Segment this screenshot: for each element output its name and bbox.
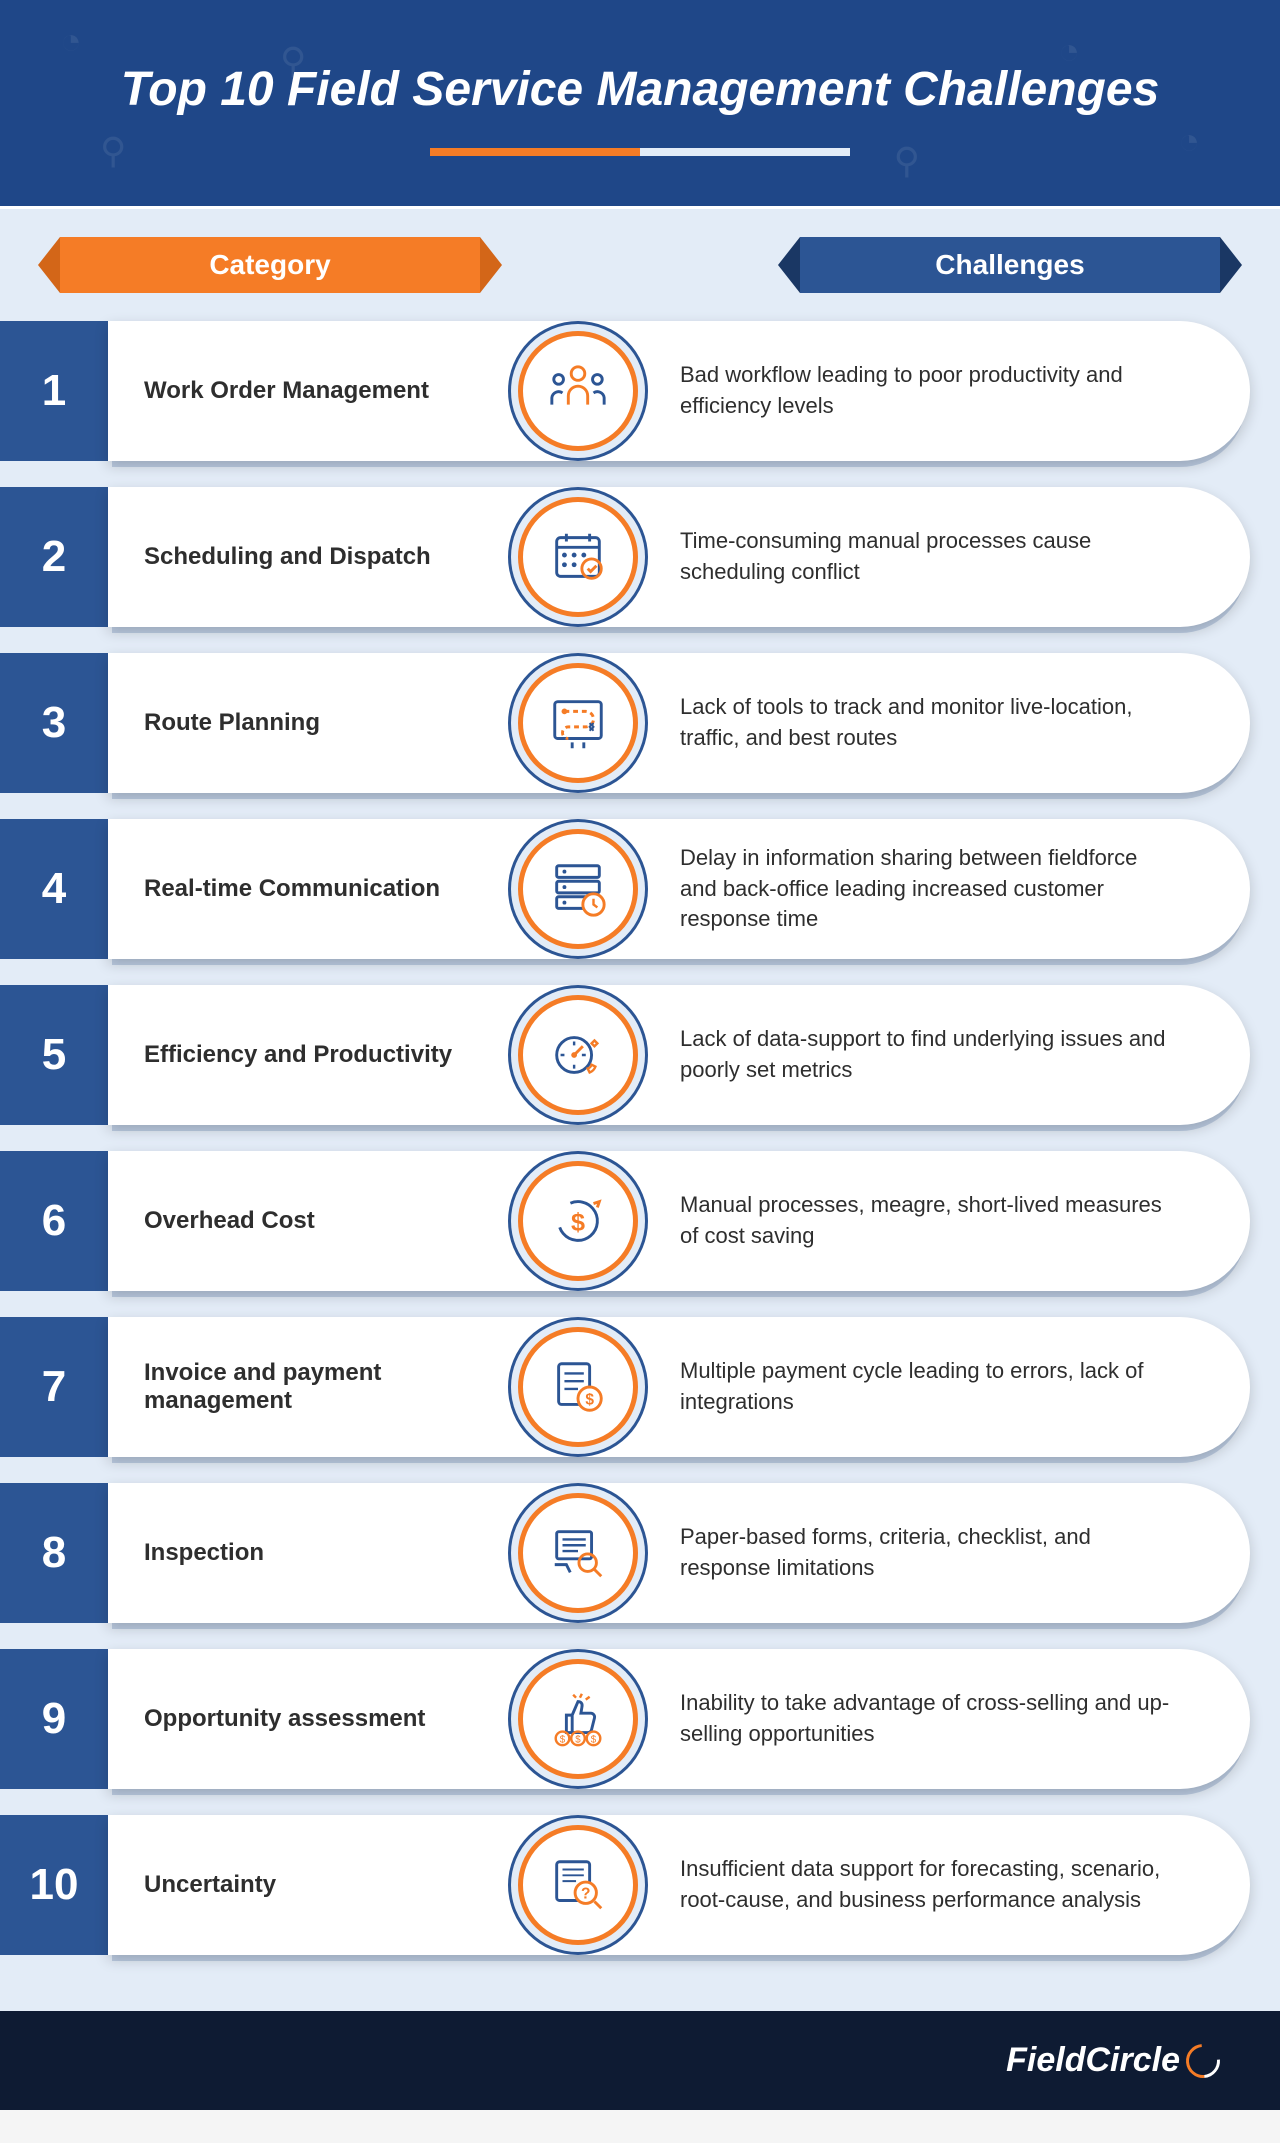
challenge-row: 2 Scheduling and Dispatch Time-consuming… — [0, 487, 1250, 627]
category-text: Scheduling and Dispatch — [108, 543, 518, 571]
footer: FieldCircle — [0, 2011, 1280, 2110]
search-list-icon — [518, 1493, 638, 1613]
challenge-text: Multiple payment cycle leading to errors… — [638, 1356, 1250, 1418]
category-text: Invoice and payment management — [108, 1359, 518, 1415]
challenge-text: Paper-based forms, criteria, checklist, … — [638, 1522, 1250, 1584]
challenge-text: Inability to take advantage of cross-sel… — [638, 1688, 1250, 1750]
row-number: 7 — [0, 1317, 108, 1457]
row-number: 4 — [0, 819, 108, 959]
logo-swirl-icon — [1186, 2044, 1220, 2078]
category-header-ribbon: Category — [60, 237, 480, 293]
server-clock-icon — [518, 829, 638, 949]
category-text: Route Planning — [108, 709, 518, 737]
challenge-row: 9 Opportunity assessment Inability to ta… — [0, 1649, 1250, 1789]
challenges-header-ribbon: Challenges — [800, 237, 1220, 293]
row-pill: Efficiency and Productivity Lack of data… — [108, 985, 1250, 1125]
category-text: Work Order Management — [108, 377, 518, 405]
row-pill: Inspection Paper-based forms, criteria, … — [108, 1483, 1250, 1623]
category-text: Overhead Cost — [108, 1207, 518, 1235]
challenge-text: Insufficient data support for forecastin… — [638, 1854, 1250, 1916]
challenge-row: 1 Work Order Management Bad workflow lea… — [0, 321, 1250, 461]
brand-logo: FieldCircle — [1006, 2041, 1220, 2080]
row-number: 10 — [0, 1815, 108, 1955]
brand-name: FieldCircle — [1006, 2041, 1180, 2080]
challenge-row: 5 Efficiency and Productivity Lack of da… — [0, 985, 1250, 1125]
category-text: Efficiency and Productivity — [108, 1041, 518, 1069]
infographic-container: ◔ ⚲ ⚲ ◔ ⚲ ◔ ⚲ ⚲ Top 10 Field Service Man… — [0, 0, 1280, 2110]
row-pill: Invoice and payment management Multiple … — [108, 1317, 1250, 1457]
challenge-text: Lack of tools to track and monitor live-… — [638, 692, 1250, 754]
calendar-icon — [518, 497, 638, 617]
row-pill: Uncertainty Insufficient data support fo… — [108, 1815, 1250, 1955]
challenge-text: Bad workflow leading to poor productivit… — [638, 360, 1250, 422]
category-text: Inspection — [108, 1539, 518, 1567]
challenge-text: Time-consuming manual processes cause sc… — [638, 526, 1250, 588]
row-pill: Route Planning Lack of tools to track an… — [108, 653, 1250, 793]
challenge-row: 10 Uncertainty Insufficient data support… — [0, 1815, 1250, 1955]
title-underline — [40, 148, 1240, 156]
row-number: 6 — [0, 1151, 108, 1291]
challenge-text: Lack of data-support to find underlying … — [638, 1024, 1250, 1086]
gauge-gear-icon — [518, 995, 638, 1115]
question-search-icon — [518, 1825, 638, 1945]
row-number: 8 — [0, 1483, 108, 1623]
challenge-row: 6 Overhead Cost Manual processes, meagre… — [0, 1151, 1250, 1291]
challenge-text: Manual processes, meagre, short-lived me… — [638, 1190, 1250, 1252]
challenge-row: 7 Invoice and payment management Multipl… — [0, 1317, 1250, 1457]
main-title: Top 10 Field Service Management Challeng… — [40, 60, 1240, 120]
invoice-dollar-icon — [518, 1327, 638, 1447]
rows-list: 1 Work Order Management Bad workflow lea… — [0, 321, 1280, 2011]
challenge-row: 8 Inspection Paper-based forms, criteria… — [0, 1483, 1250, 1623]
category-text: Uncertainty — [108, 1871, 518, 1899]
row-number: 5 — [0, 985, 108, 1125]
row-pill: Opportunity assessment Inability to take… — [108, 1649, 1250, 1789]
category-text: Real-time Communication — [108, 875, 518, 903]
row-number: 3 — [0, 653, 108, 793]
row-number: 9 — [0, 1649, 108, 1789]
people-icon — [518, 331, 638, 451]
row-pill: Overhead Cost Manual processes, meagre, … — [108, 1151, 1250, 1291]
challenge-row: 4 Real-time Communication Delay in infor… — [0, 819, 1250, 959]
row-pill: Real-time Communication Delay in informa… — [108, 819, 1250, 959]
row-pill: Scheduling and Dispatch Time-consuming m… — [108, 487, 1250, 627]
dollar-cycle-icon — [518, 1161, 638, 1281]
challenge-row: 3 Route Planning Lack of tools to track … — [0, 653, 1250, 793]
category-text: Opportunity assessment — [108, 1705, 518, 1733]
thumbsup-coins-icon — [518, 1659, 638, 1779]
row-number: 1 — [0, 321, 108, 461]
header: ◔ ⚲ ⚲ ◔ ⚲ ◔ ⚲ ⚲ Top 10 Field Service Man… — [0, 0, 1280, 206]
column-headers: Category Challenges — [0, 206, 1280, 321]
route-icon — [518, 663, 638, 783]
challenge-text: Delay in information sharing between fie… — [638, 843, 1250, 935]
row-number: 2 — [0, 487, 108, 627]
row-pill: Work Order Management Bad workflow leadi… — [108, 321, 1250, 461]
